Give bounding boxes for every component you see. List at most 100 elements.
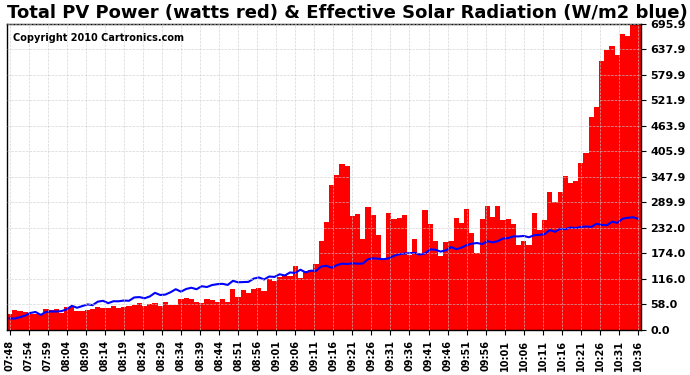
- Bar: [132, 305, 137, 330]
- Bar: [329, 185, 334, 330]
- Bar: [101, 308, 106, 330]
- Bar: [412, 239, 417, 330]
- Bar: [116, 309, 121, 330]
- Bar: [225, 302, 230, 330]
- Bar: [147, 304, 152, 330]
- Bar: [531, 213, 537, 330]
- Bar: [521, 241, 526, 330]
- Bar: [48, 310, 54, 330]
- Bar: [199, 303, 204, 330]
- Bar: [262, 291, 266, 330]
- Bar: [500, 220, 506, 330]
- Bar: [313, 264, 319, 330]
- Bar: [184, 298, 189, 330]
- Bar: [235, 297, 241, 330]
- Bar: [625, 36, 630, 330]
- Bar: [38, 314, 43, 330]
- Bar: [324, 222, 329, 330]
- Bar: [355, 214, 360, 330]
- Bar: [85, 310, 90, 330]
- Bar: [495, 206, 500, 330]
- Bar: [168, 305, 173, 330]
- Text: Copyright 2010 Cartronics.com: Copyright 2010 Cartronics.com: [13, 33, 184, 43]
- Bar: [339, 164, 344, 330]
- Bar: [506, 219, 511, 330]
- Bar: [537, 230, 542, 330]
- Bar: [220, 299, 225, 330]
- Text: Total PV Power (watts red) & Effective Solar Radiation (W/m2 blue) Thu Nov 25 10: Total PV Power (watts red) & Effective S…: [7, 4, 690, 22]
- Bar: [365, 207, 371, 330]
- Bar: [215, 302, 220, 330]
- Bar: [303, 271, 308, 330]
- Bar: [526, 245, 531, 330]
- Bar: [17, 311, 23, 330]
- Bar: [194, 302, 199, 330]
- Bar: [558, 192, 563, 330]
- Bar: [256, 288, 262, 330]
- Bar: [157, 306, 163, 330]
- Bar: [475, 253, 480, 330]
- Bar: [448, 241, 453, 330]
- Bar: [246, 293, 251, 330]
- Bar: [552, 202, 558, 330]
- Bar: [417, 253, 422, 330]
- Bar: [464, 209, 469, 330]
- Bar: [210, 300, 215, 330]
- Bar: [594, 107, 599, 330]
- Bar: [54, 309, 59, 330]
- Bar: [179, 299, 184, 330]
- Bar: [438, 256, 443, 330]
- Bar: [111, 306, 116, 330]
- Bar: [485, 206, 490, 330]
- Bar: [469, 232, 475, 330]
- Bar: [422, 210, 428, 330]
- Bar: [563, 176, 568, 330]
- Bar: [43, 309, 48, 330]
- Bar: [293, 266, 298, 330]
- Bar: [376, 235, 381, 330]
- Bar: [33, 314, 38, 330]
- Bar: [397, 218, 402, 330]
- Bar: [308, 270, 313, 330]
- Bar: [298, 278, 303, 330]
- Bar: [568, 183, 573, 330]
- Bar: [282, 275, 288, 330]
- Bar: [371, 215, 376, 330]
- Bar: [547, 192, 552, 330]
- Bar: [288, 276, 293, 330]
- Bar: [137, 303, 142, 330]
- Bar: [230, 290, 235, 330]
- Bar: [79, 310, 85, 330]
- Bar: [266, 279, 272, 330]
- Bar: [163, 302, 168, 330]
- Bar: [573, 180, 578, 330]
- Bar: [23, 312, 28, 330]
- Bar: [609, 46, 615, 330]
- Bar: [126, 306, 132, 330]
- Bar: [59, 313, 64, 330]
- Bar: [142, 306, 147, 330]
- Bar: [604, 50, 609, 330]
- Bar: [630, 25, 635, 330]
- Bar: [64, 306, 69, 330]
- Bar: [490, 217, 495, 330]
- Bar: [95, 308, 101, 330]
- Bar: [121, 307, 126, 330]
- Bar: [599, 61, 604, 330]
- Bar: [615, 55, 620, 330]
- Bar: [28, 314, 33, 330]
- Bar: [620, 34, 625, 330]
- Bar: [578, 163, 584, 330]
- Bar: [251, 289, 256, 330]
- Bar: [516, 245, 521, 330]
- Bar: [453, 218, 459, 330]
- Bar: [350, 216, 355, 330]
- Bar: [391, 219, 397, 330]
- Bar: [428, 224, 433, 330]
- Bar: [106, 308, 111, 330]
- Bar: [75, 311, 79, 330]
- Bar: [360, 239, 365, 330]
- Bar: [381, 259, 386, 330]
- Bar: [7, 314, 12, 330]
- Bar: [402, 216, 407, 330]
